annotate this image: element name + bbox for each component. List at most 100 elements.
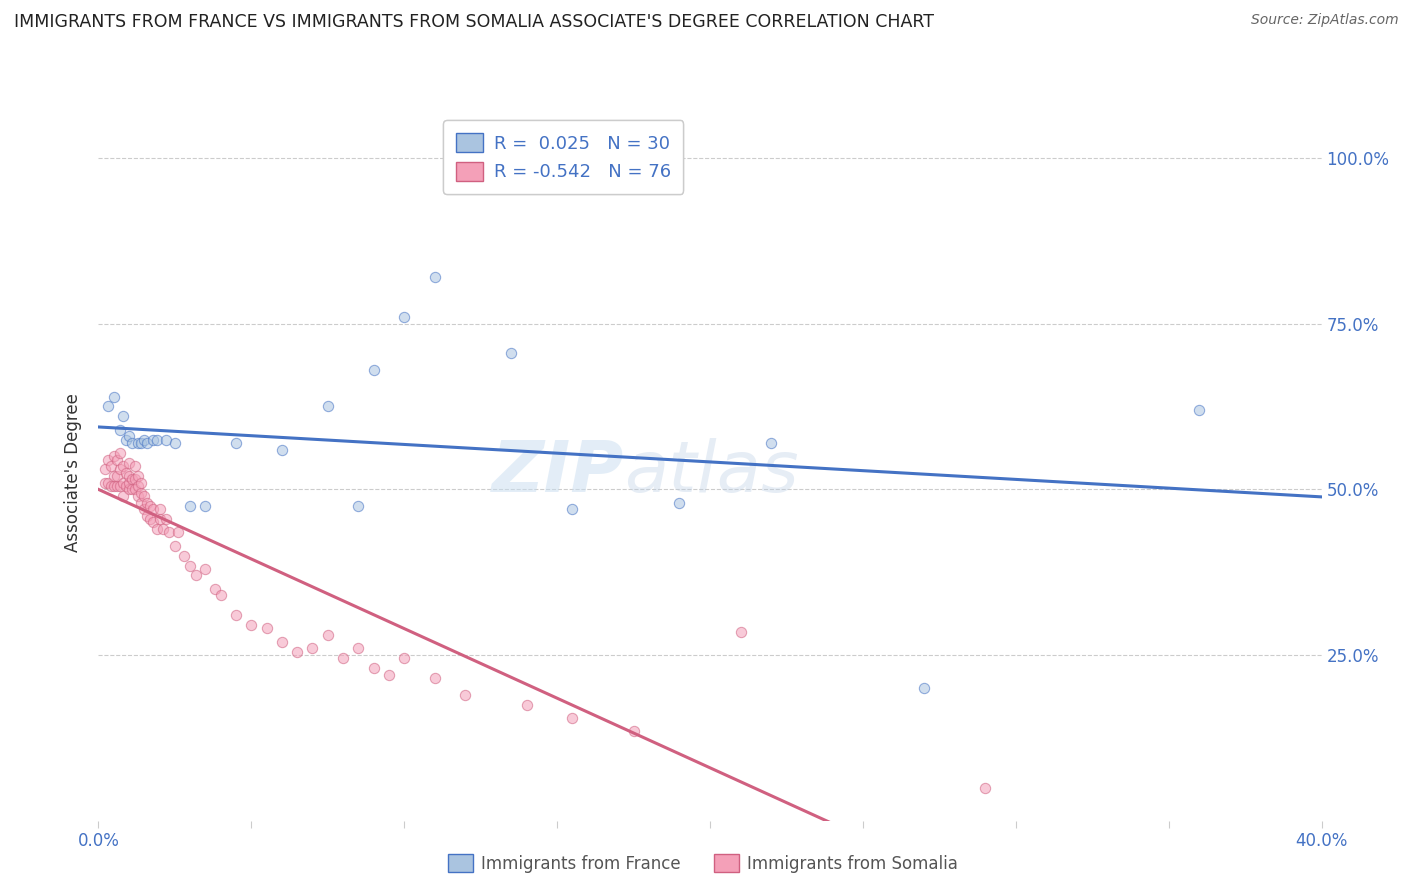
Point [240, 618, 263, 632]
Point [124, 483, 146, 497]
Point [118, 475, 141, 490]
Point [301, 641, 323, 656]
Point [111, 409, 134, 424]
Point [136, 436, 159, 450]
Point [121, 436, 143, 450]
Point [124, 459, 146, 474]
Point [100, 459, 122, 474]
Point [111, 459, 134, 474]
Point [108, 462, 131, 476]
Point [105, 452, 128, 467]
Point [118, 456, 141, 470]
Point [347, 641, 370, 656]
Point [730, 624, 752, 639]
Point [167, 525, 190, 540]
Point [454, 688, 477, 702]
Point [139, 499, 162, 513]
Point [124, 472, 146, 486]
Point [121, 472, 143, 486]
Point [145, 433, 167, 447]
Point [759, 436, 782, 450]
Point [1188, 402, 1211, 417]
Point [225, 608, 247, 623]
Point [316, 628, 339, 642]
Point [97, 475, 120, 490]
Point [225, 436, 247, 450]
Point [347, 499, 370, 513]
Point [668, 495, 690, 509]
Point [179, 558, 201, 573]
Point [332, 651, 354, 665]
Text: atlas: atlas [624, 438, 799, 508]
Point [136, 495, 159, 509]
Legend: Immigrants from France, Immigrants from Somalia: Immigrants from France, Immigrants from … [441, 847, 965, 880]
Point [121, 483, 143, 497]
Point [129, 436, 152, 450]
Point [103, 469, 125, 483]
Legend: R =  0.025   N = 30, R = -0.542   N = 76: R = 0.025 N = 30, R = -0.542 N = 76 [443, 120, 683, 194]
Point [100, 479, 122, 493]
Point [363, 363, 385, 377]
Point [155, 512, 177, 526]
Point [129, 475, 152, 490]
Point [623, 724, 645, 739]
Point [204, 582, 226, 596]
Point [108, 446, 131, 460]
Point [186, 568, 208, 582]
Point [105, 479, 128, 493]
Point [149, 512, 172, 526]
Point [149, 502, 172, 516]
Point [105, 469, 128, 483]
Point [103, 479, 125, 493]
Point [127, 479, 149, 493]
Point [134, 433, 156, 447]
Point [115, 479, 138, 493]
Point [423, 270, 446, 285]
Point [270, 442, 292, 457]
Point [516, 698, 538, 712]
Point [118, 429, 141, 443]
Point [256, 622, 278, 636]
Point [111, 475, 134, 490]
Point [134, 502, 156, 516]
Point [974, 780, 997, 795]
Point [127, 489, 149, 503]
Point [285, 645, 308, 659]
Y-axis label: Associate's Degree: Associate's Degree [65, 393, 83, 552]
Point [127, 436, 149, 450]
Point [103, 390, 125, 404]
Point [97, 400, 120, 414]
Point [97, 452, 120, 467]
Point [142, 516, 165, 530]
Point [363, 661, 385, 675]
Point [115, 466, 138, 480]
Point [103, 449, 125, 463]
Point [392, 651, 416, 665]
Point [93, 475, 115, 490]
Point [118, 483, 141, 497]
Point [501, 346, 523, 360]
Point [163, 539, 186, 553]
Point [127, 469, 149, 483]
Point [173, 549, 195, 563]
Text: ZIP: ZIP [492, 438, 624, 508]
Text: IMMIGRANTS FROM FRANCE VS IMMIGRANTS FROM SOMALIA ASSOCIATE'S DEGREE CORRELATION: IMMIGRANTS FROM FRANCE VS IMMIGRANTS FRO… [14, 13, 934, 31]
Point [152, 522, 174, 536]
Text: Source: ZipAtlas.com: Source: ZipAtlas.com [1251, 13, 1399, 28]
Point [392, 310, 416, 324]
Point [139, 512, 162, 526]
Point [155, 433, 177, 447]
Point [561, 711, 583, 725]
Point [316, 400, 339, 414]
Point [129, 495, 152, 509]
Point [194, 562, 217, 576]
Point [136, 508, 159, 523]
Point [145, 522, 167, 536]
Point [142, 433, 165, 447]
Point [142, 502, 165, 516]
Point [423, 671, 446, 685]
Point [111, 489, 134, 503]
Point [378, 668, 401, 682]
Point [129, 485, 152, 500]
Point [118, 469, 141, 483]
